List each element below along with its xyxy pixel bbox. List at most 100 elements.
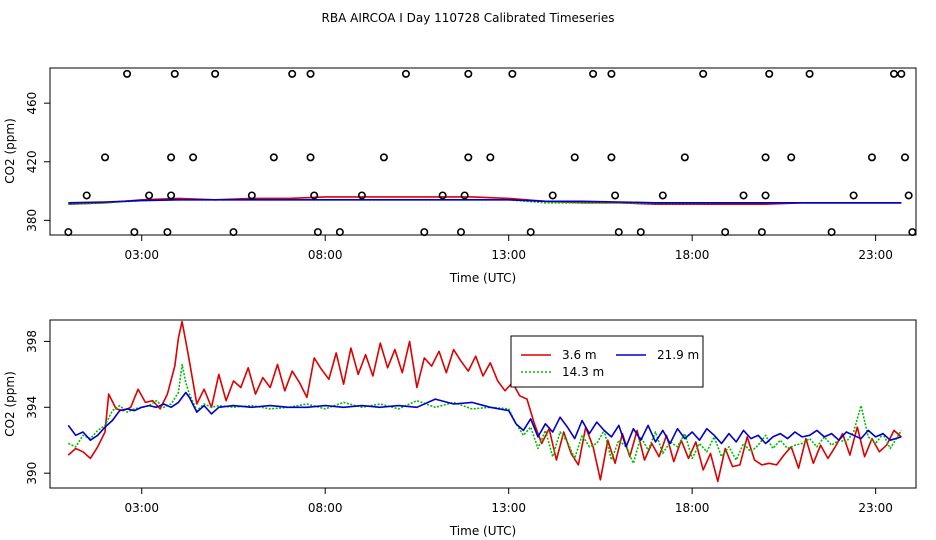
- outlier-point: [229, 228, 238, 237]
- bottom-x-tick-label: 18:00: [675, 501, 710, 515]
- bottom-panel: Time (UTC) CO2 (ppm) 03:00 08:00 13:00 18:0…: [3, 319, 917, 538]
- outlier-point: [401, 69, 410, 78]
- top-panel: Time (UTC) CO2 (ppm) 03:00 08:00 13:00 18:0…: [3, 67, 917, 285]
- outlier-point: [335, 228, 344, 237]
- outlier-point: [761, 153, 770, 162]
- outlier-point: [306, 69, 315, 78]
- outlier-point: [614, 228, 623, 237]
- outlier-point: [464, 153, 473, 162]
- outlier-point: [589, 69, 598, 78]
- outlier-point: [167, 153, 176, 162]
- outlier-point: [827, 228, 836, 237]
- bottom-series-line-3-6-m: [67, 320, 902, 483]
- top-series-line-21-9-m: [68, 199, 902, 204]
- bottom-y-tick-label: 398: [25, 330, 39, 353]
- outlier-point: [420, 228, 429, 237]
- outlier-point: [211, 69, 220, 78]
- outlier-point: [548, 191, 557, 200]
- outlier-point: [460, 191, 469, 200]
- outlier-point: [508, 69, 517, 78]
- outlier-point: [313, 228, 322, 237]
- bottom-series-line-14-3-m: [67, 363, 902, 465]
- outlier-point: [897, 69, 906, 78]
- figure-title: RBA AIRCOA I Day 110728 Calibrated Times…: [322, 11, 615, 25]
- outlier-point: [82, 191, 91, 200]
- bottom-x-tick-label: 23:00: [858, 501, 893, 515]
- outlier-point: [611, 191, 620, 200]
- top-y-tick-label: 460: [25, 92, 39, 115]
- outlier-point: [787, 153, 796, 162]
- outlier-point: [889, 69, 898, 78]
- outlier-point: [680, 153, 689, 162]
- outlier-point: [721, 228, 730, 237]
- bottom-y-tick-label: 394: [25, 396, 39, 419]
- outlier-point: [900, 153, 909, 162]
- top-y-axis-label: CO2 (ppm): [3, 118, 17, 184]
- outlier-point: [805, 69, 814, 78]
- top-x-axis-label: Time (UTC): [449, 271, 516, 285]
- outlier-point: [486, 153, 495, 162]
- top-outlier-points: [64, 69, 917, 237]
- bottom-plot-frame: [49, 319, 917, 489]
- outlier-point: [636, 228, 645, 237]
- bottom-series-group: [67, 320, 902, 483]
- bottom-x-axis-label: Time (UTC): [449, 524, 516, 538]
- top-y-tick-label: 420: [25, 150, 39, 173]
- outlier-point: [765, 69, 774, 78]
- top-y-axis: 380 420 460: [25, 92, 50, 232]
- outlier-point: [269, 153, 278, 162]
- outlier-point: [607, 153, 616, 162]
- outlier-point: [908, 228, 917, 237]
- bottom-x-tick-label: 03:00: [124, 501, 159, 515]
- bottom-x-axis: 03:00 08:00 13:00 18:00 23:00: [124, 488, 893, 515]
- outlier-point: [761, 191, 770, 200]
- bottom-x-tick-label: 13:00: [491, 501, 526, 515]
- outlier-point: [64, 228, 73, 237]
- outlier-point: [658, 191, 667, 200]
- top-x-tick-label: 23:00: [858, 248, 893, 262]
- outlier-point: [357, 191, 366, 200]
- outlier-point: [145, 191, 154, 200]
- legend-label-3-6m: 3.6 m: [562, 348, 597, 362]
- top-plot-frame: [49, 67, 917, 236]
- outlier-point: [130, 228, 139, 237]
- top-x-tick-label: 13:00: [491, 248, 526, 262]
- outlier-point: [699, 69, 708, 78]
- outlier-point: [189, 153, 198, 162]
- bottom-series-line-21-9-m: [67, 391, 902, 448]
- legend-label-14-3m: 14.3 m: [562, 365, 604, 379]
- top-x-tick-label: 08:00: [308, 248, 343, 262]
- outlier-point: [456, 228, 465, 237]
- outlier-point: [167, 191, 176, 200]
- outlier-point: [379, 153, 388, 162]
- outlier-point: [570, 153, 579, 162]
- top-y-tick-label: 380: [25, 209, 39, 232]
- legend-box: [510, 335, 704, 388]
- outlier-point: [904, 191, 913, 200]
- outlier-point: [526, 228, 535, 237]
- outlier-point: [464, 69, 473, 78]
- outlier-point: [123, 69, 132, 78]
- outlier-point: [438, 191, 447, 200]
- bottom-x-tick-label: 08:00: [308, 501, 343, 515]
- outlier-point: [739, 191, 748, 200]
- top-x-tick-label: 03:00: [124, 248, 159, 262]
- legend: 3.6 m 21.9 m 14.3 m: [510, 335, 704, 388]
- top-series-group: [68, 196, 902, 205]
- legend-label-21-9m: 21.9 m: [657, 348, 699, 362]
- outlier-point: [247, 191, 256, 200]
- outlier-point: [170, 69, 179, 78]
- bottom-y-axis: 390 394 398: [25, 330, 50, 485]
- top-x-axis: 03:00 08:00 13:00 18:00 23:00: [124, 235, 893, 262]
- top-x-tick-label: 18:00: [675, 248, 710, 262]
- bottom-y-axis-label: CO2 (ppm): [3, 371, 17, 437]
- outlier-point: [101, 153, 110, 162]
- outlier-point: [607, 69, 616, 78]
- outlier-point: [867, 153, 876, 162]
- outlier-point: [163, 228, 172, 237]
- outlier-point: [849, 191, 858, 200]
- outlier-point: [306, 153, 315, 162]
- outlier-point: [757, 228, 766, 237]
